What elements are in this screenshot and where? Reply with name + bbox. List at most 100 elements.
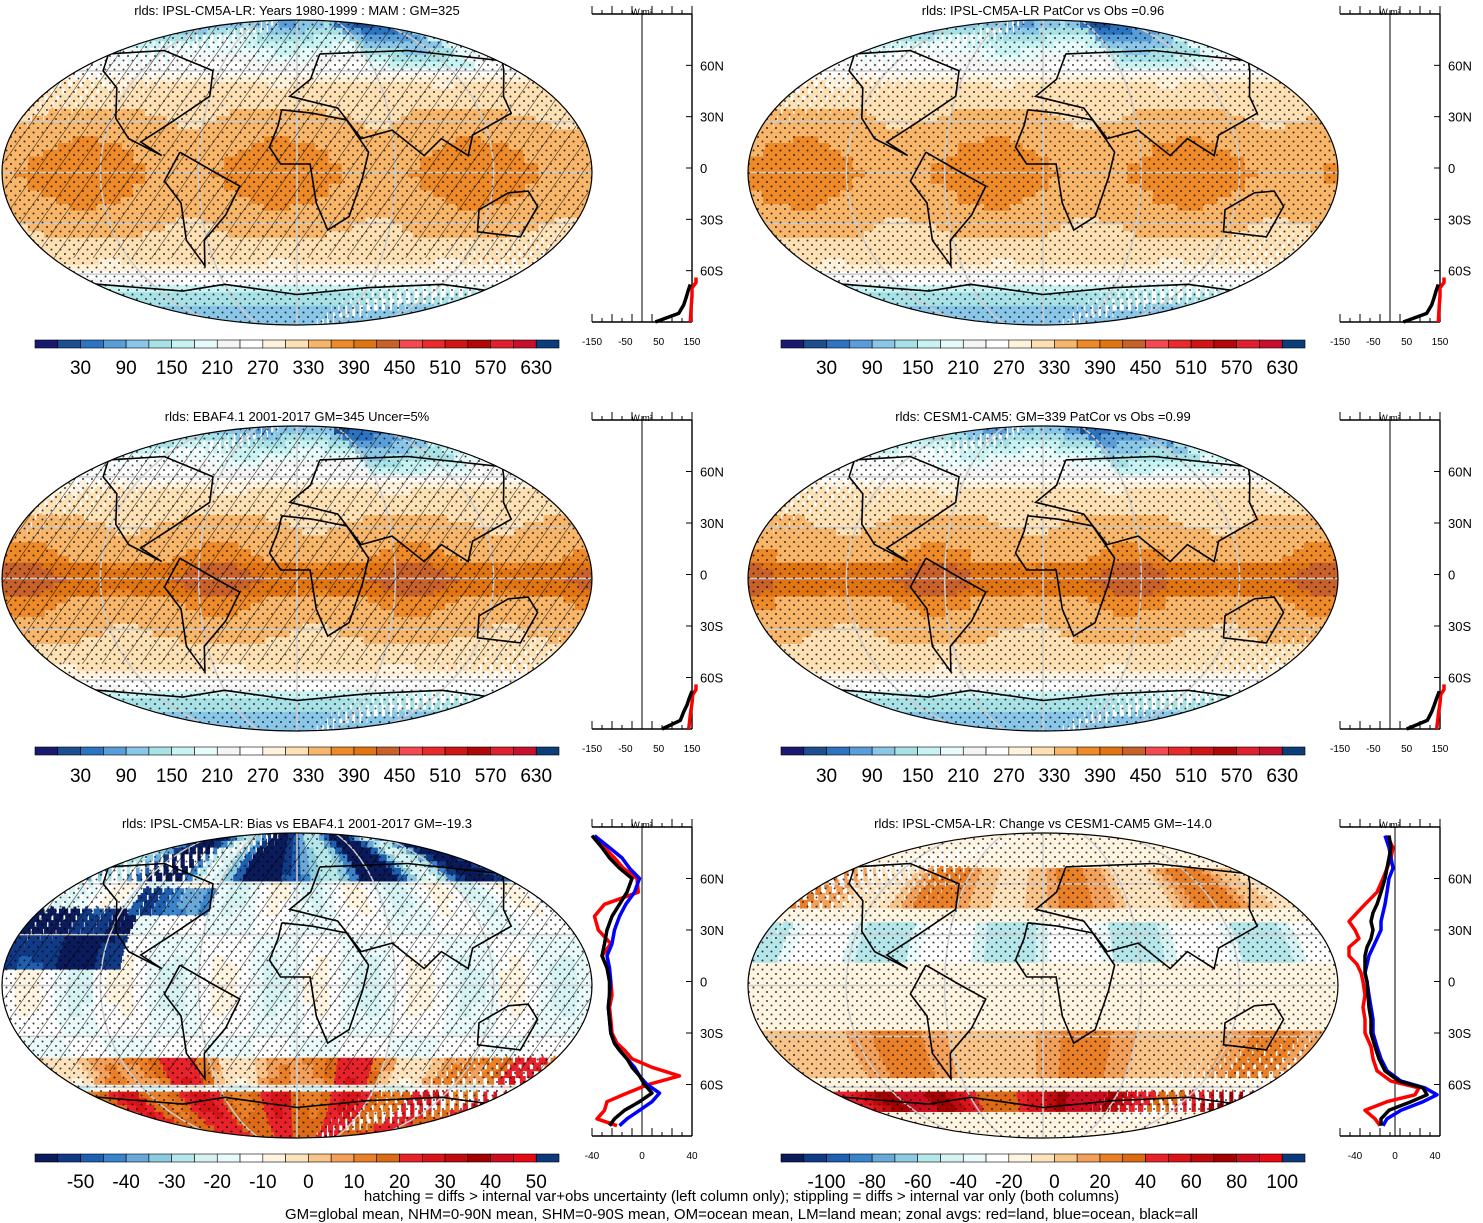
colorbar-swatch xyxy=(445,1154,468,1162)
lat-label: 30S xyxy=(1448,1026,1471,1041)
colorbar-swatch xyxy=(240,747,263,755)
colorbar-swatch xyxy=(849,340,872,348)
colorbar-swatch xyxy=(1100,340,1123,348)
x-tick-label: -50 xyxy=(618,337,633,348)
series-red xyxy=(1438,278,1444,323)
colorbar-swatch xyxy=(1191,747,1214,755)
lat-label: 60S xyxy=(700,671,723,686)
colorbar-label: 150 xyxy=(902,766,934,787)
colorbar-swatch xyxy=(217,340,240,348)
colorbar-swatch xyxy=(918,1154,941,1162)
colorbar-swatch xyxy=(194,340,217,348)
lat-label: 60N xyxy=(700,872,724,887)
lat-label: 0 xyxy=(700,568,707,583)
colorbar-swatch xyxy=(536,1154,559,1162)
colorbar-swatch xyxy=(1168,1154,1191,1162)
colorbar-label: 390 xyxy=(338,766,370,787)
x-tick-label: 50 xyxy=(653,744,665,755)
colorbar-swatch xyxy=(491,340,514,348)
colorbar-swatch xyxy=(804,340,827,348)
colorbar-swatch xyxy=(849,1154,872,1162)
colorbar-swatch xyxy=(1237,1154,1260,1162)
panel-title: rlds: IPSL-CM5A-LR: Change vs CESM1-CAM5… xyxy=(874,816,1212,831)
colorbar-swatch xyxy=(468,747,491,755)
colorbar-swatch xyxy=(81,340,104,348)
colorbar-swatch xyxy=(781,1154,804,1162)
colorbar-swatch xyxy=(940,747,963,755)
unit-label: W m² xyxy=(1379,7,1401,17)
lat-label: 30N xyxy=(1448,516,1472,531)
colorbar-swatch xyxy=(126,1154,149,1162)
colorbar-label: 510 xyxy=(429,358,461,379)
colorbar-swatch xyxy=(513,1154,536,1162)
colorbar-swatch xyxy=(1237,340,1260,348)
colorbar-swatch xyxy=(1077,747,1100,755)
colorbar-swatch xyxy=(895,340,918,348)
colorbar-label: 270 xyxy=(993,766,1025,787)
x-tick-label: 150 xyxy=(1432,337,1449,348)
colorbar-swatch xyxy=(263,1154,286,1162)
colorbar-swatch xyxy=(963,340,986,348)
colorbar-swatch xyxy=(536,340,559,348)
colorbar-swatch xyxy=(1191,340,1214,348)
colorbar-swatch xyxy=(1077,340,1100,348)
colorbar-swatch xyxy=(1054,1154,1077,1162)
panel-6: rlds: IPSL-CM5A-LR: Change vs CESM1-CAM5… xyxy=(747,816,1472,1193)
unit-label: W m² xyxy=(631,413,653,423)
colorbar-label: 390 xyxy=(1084,766,1116,787)
colorbar-swatch xyxy=(354,1154,377,1162)
lat-label: 30S xyxy=(700,1026,723,1041)
colorbar-swatch xyxy=(58,340,81,348)
series-black xyxy=(655,284,690,322)
colorbar-swatch xyxy=(400,1154,423,1162)
colorbar-label: 510 xyxy=(1175,766,1207,787)
lat-label: 0 xyxy=(1448,568,1455,583)
unit-label: W m² xyxy=(1379,413,1401,423)
colorbar-swatch xyxy=(377,747,400,755)
colorbar-label: 450 xyxy=(1130,358,1162,379)
lat-label: 60N xyxy=(1448,58,1472,73)
colorbar-swatch xyxy=(513,340,536,348)
unit-label: W m² xyxy=(631,820,653,830)
colorbar-label: 330 xyxy=(293,766,325,787)
colorbar-swatch xyxy=(354,747,377,755)
colorbar-swatch xyxy=(1123,340,1146,348)
colorbar-swatch xyxy=(872,747,895,755)
colorbar-swatch xyxy=(1168,340,1191,348)
colorbar-swatch xyxy=(1123,747,1146,755)
lat-label: 0 xyxy=(700,161,707,176)
x-tick-label: -50 xyxy=(1366,337,1381,348)
colorbar-swatch xyxy=(1214,747,1237,755)
map xyxy=(747,832,1340,1139)
colorbar-swatch xyxy=(1282,747,1305,755)
hatching xyxy=(2,833,592,1071)
colorbar-swatch xyxy=(1032,1154,1055,1162)
colorbar-swatch xyxy=(194,747,217,755)
colorbar-label: 570 xyxy=(475,766,507,787)
colorbar-swatch xyxy=(827,1154,850,1162)
colorbar-label: 30 xyxy=(816,766,837,787)
colorbar-swatch xyxy=(895,747,918,755)
x-tick-label: 50 xyxy=(1401,744,1413,755)
colorbar-swatch xyxy=(286,340,309,348)
x-tick-label: 0 xyxy=(1392,1151,1398,1162)
lat-label: 30S xyxy=(700,619,723,634)
map xyxy=(1,832,594,1139)
colorbar-label: 630 xyxy=(1266,358,1298,379)
unit-label: W m² xyxy=(1379,820,1401,830)
colorbar-label: 210 xyxy=(947,766,979,787)
colorbar-label: 30 xyxy=(70,766,91,787)
colorbar-swatch xyxy=(263,340,286,348)
map xyxy=(1,19,594,326)
colorbar-swatch xyxy=(35,1154,58,1162)
colorbar-swatch xyxy=(103,340,126,348)
colorbar-swatch xyxy=(1237,747,1260,755)
colorbar-swatch xyxy=(1100,1154,1123,1162)
colorbar-swatch xyxy=(331,747,354,755)
colorbar-label: 630 xyxy=(520,358,552,379)
colorbar-label: 150 xyxy=(156,358,188,379)
panel-2: rlds: IPSL-CM5A-LR PatCor vs Obs =0.9630… xyxy=(747,3,1472,379)
